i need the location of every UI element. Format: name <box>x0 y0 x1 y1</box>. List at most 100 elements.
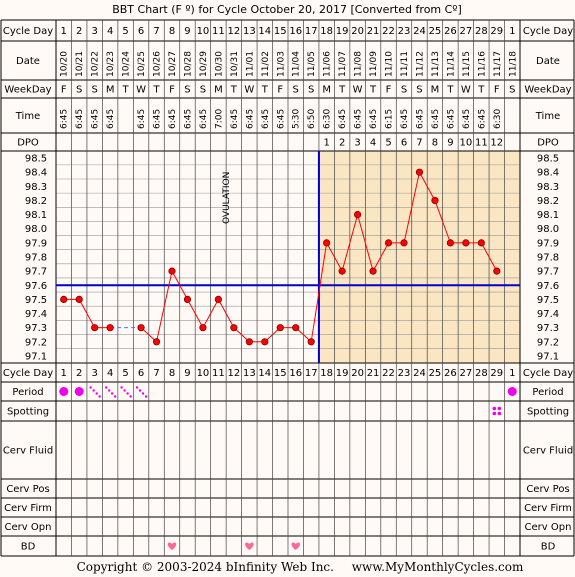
left-cerv-firm-label: Cerv Firm <box>4 503 52 514</box>
temp-point <box>431 196 439 205</box>
left-date-label: Date <box>16 56 40 67</box>
period-light-dot <box>107 389 111 392</box>
temp-point <box>477 239 485 247</box>
cycle-day-cell: 13 <box>243 26 256 37</box>
cycle-day-cell-bottom: 17 <box>305 368 318 379</box>
date-cell: 11/05 <box>307 51 317 77</box>
period-light-dot <box>138 389 142 392</box>
left-weekday-label: WeekDay <box>4 85 51 96</box>
weekday-cell: S <box>416 85 422 96</box>
cycle-day-cell: 7 <box>153 26 159 37</box>
cycle-day-cell-bottom: 5 <box>122 368 128 379</box>
time-cell: 6:45 <box>60 109 70 129</box>
time-cell: 6:45 <box>446 109 456 129</box>
cycle-day-cell: 23 <box>398 26 411 37</box>
y-tick-label-right: 97.7 <box>537 267 559 278</box>
cycle-day-cell: 5 <box>122 26 128 37</box>
temp-segment <box>357 214 374 272</box>
cycle-day-cell: 1 <box>61 26 67 37</box>
period-light-dot <box>104 386 108 389</box>
temp-point <box>91 324 99 332</box>
date-cell: 11/17 <box>493 51 503 77</box>
y-tick-label-right: 97.9 <box>537 238 559 249</box>
dpo-cell: 7 <box>416 138 422 149</box>
date-cell: 10/20 <box>60 51 70 77</box>
bd-heart-icon <box>167 542 177 550</box>
cycle-day-cell-bottom: 26 <box>444 368 457 379</box>
y-tick-label-right: 97.2 <box>537 337 559 348</box>
y-tick-label-left: 97.9 <box>25 238 47 249</box>
period-dot <box>59 387 69 396</box>
temp-segment <box>202 299 219 328</box>
period-light-dot <box>95 392 98 395</box>
temp-point <box>60 295 68 303</box>
date-cell: 10/23 <box>106 51 116 77</box>
date-cell: 10/27 <box>168 51 178 77</box>
cycle-day-cell: 21 <box>367 26 380 37</box>
cycle-day-cell-bottom: 21 <box>367 368 380 379</box>
right-date-label: Date <box>536 56 560 67</box>
cycle-day-cell-bottom: 13 <box>243 368 256 379</box>
time-cell: 6:45 <box>153 109 163 129</box>
weekday-cell: W <box>353 85 363 96</box>
cycle-day-cell-bottom: 4 <box>107 368 113 379</box>
cycle-day-cell-bottom: 9 <box>184 368 190 379</box>
date-cell: 11/07 <box>338 51 348 77</box>
y-tick-label-left: 98.5 <box>25 154 47 165</box>
temp-point <box>75 295 83 303</box>
weekday-cell: W <box>244 85 254 96</box>
right-cerv-pos-label: Cerv Pos <box>526 484 569 495</box>
cycle-day-cell: 25 <box>429 26 442 37</box>
cycle-day-cell: 12 <box>227 26 240 37</box>
cycle-day-cell-bottom: 25 <box>429 368 442 379</box>
weekday-cell: T <box>152 85 160 96</box>
y-tick-label-right: 97.6 <box>537 281 559 292</box>
cycle-day-cell-bottom: 14 <box>258 368 271 379</box>
left-period-label: Period <box>12 387 43 398</box>
dpo-cell: 12 <box>490 138 503 149</box>
cycle-day-cell: 9 <box>184 26 190 37</box>
temp-point <box>292 324 300 332</box>
weekday-cell: S <box>293 85 299 96</box>
time-cell: 6:15 <box>385 109 395 129</box>
temp-point <box>353 211 362 219</box>
y-tick-label-right: 98.3 <box>537 182 559 193</box>
cycle-day-cell: 4 <box>107 26 113 37</box>
cycle-day-cell-bottom: 7 <box>153 368 159 379</box>
weekday-cell: T <box>230 85 238 96</box>
temp-segment <box>419 171 436 201</box>
spotting-dot <box>492 406 497 411</box>
time-cell: 6:45 <box>137 109 147 129</box>
y-tick-label-right: 97.1 <box>537 351 559 362</box>
time-cell: 6:45 <box>168 109 178 129</box>
luteal-phase-shading <box>318 151 520 363</box>
bd-heart-icon <box>245 542 254 550</box>
y-tick-label-right: 98.0 <box>537 224 559 235</box>
right-bd-label: BD <box>541 542 556 553</box>
left-dpo-label: DPO <box>17 138 39 149</box>
cycle-day-cell: 8 <box>169 26 175 37</box>
period-light-dot <box>144 395 148 398</box>
temp-segment <box>434 200 451 244</box>
temp-point <box>183 295 192 303</box>
y-tick-label-right: 98.4 <box>537 168 559 179</box>
y-tick-label-left: 98.2 <box>25 196 47 207</box>
right-cerv-opn-label: Cerv Opn <box>525 522 572 533</box>
right-time-label: Time <box>535 111 560 122</box>
cycle-day-cell-bottom: 22 <box>382 368 395 379</box>
weekday-cell: M <box>322 85 331 96</box>
time-cell: 6:45 <box>338 109 348 129</box>
cycle-day-cell: 29 <box>490 26 503 37</box>
temp-segment <box>480 242 498 272</box>
date-cell: 10/28 <box>183 51 193 77</box>
cycle-day-cell: 11 <box>212 26 225 37</box>
date-cell: 11/15 <box>462 51 472 77</box>
cycle-day-cell-bottom: 28 <box>475 368 488 379</box>
date-cell: 10/31 <box>230 51 240 77</box>
weekday-cell: M <box>431 85 440 96</box>
left-cycle-day-label: Cycle Day <box>3 368 53 379</box>
weekday-cell: F <box>277 85 283 96</box>
y-tick-label-left: 97.4 <box>25 309 47 320</box>
temp-segment <box>187 299 204 328</box>
cycle-day-cell-bottom: 12 <box>227 368 240 379</box>
